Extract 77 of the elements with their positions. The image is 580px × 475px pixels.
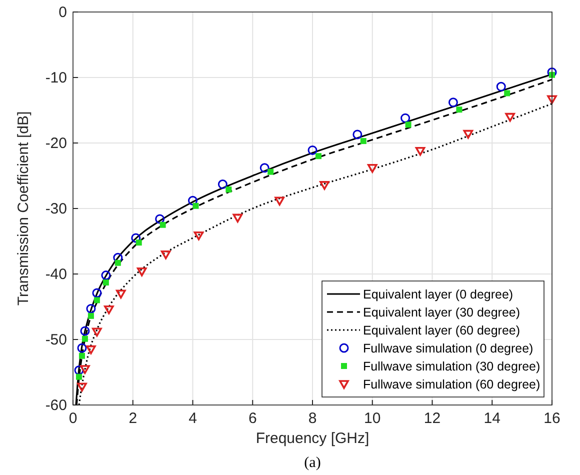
point xyxy=(415,146,426,156)
point xyxy=(92,328,102,337)
point xyxy=(82,336,88,342)
point xyxy=(80,365,90,374)
y-tick-label: -60 xyxy=(45,397,67,414)
x-tick-label: 6 xyxy=(248,410,257,427)
legend-label: Fullwave simulation (0 degree) xyxy=(363,342,534,356)
x-tick-label: 8 xyxy=(308,410,317,427)
point xyxy=(136,267,147,276)
x-tick-label: 14 xyxy=(484,410,500,427)
point xyxy=(102,280,109,286)
point xyxy=(80,326,90,336)
point xyxy=(547,95,557,104)
point xyxy=(188,196,198,206)
point xyxy=(505,112,515,122)
point xyxy=(496,82,506,92)
y-tick-label: 0 xyxy=(58,4,67,21)
point xyxy=(78,352,85,359)
point xyxy=(504,90,510,96)
x-tick-label: 2 xyxy=(128,410,138,427)
point xyxy=(92,288,102,298)
y-tick-label: -10 xyxy=(45,70,67,86)
point xyxy=(232,214,243,223)
y-tick-label: -40 xyxy=(45,266,67,283)
point xyxy=(218,180,228,190)
point xyxy=(86,304,96,314)
point xyxy=(463,130,474,139)
point xyxy=(352,130,362,140)
point xyxy=(405,122,412,128)
point xyxy=(136,240,142,246)
x-tick-label: 12 xyxy=(424,410,441,427)
point xyxy=(448,98,458,108)
x-tick-label: 4 xyxy=(188,410,197,427)
point xyxy=(86,345,96,354)
y-axis-title: Transmission Coefficient [dB] xyxy=(15,111,32,306)
point xyxy=(77,343,87,353)
point xyxy=(160,250,171,260)
point xyxy=(308,145,318,155)
point xyxy=(360,138,366,144)
point xyxy=(104,305,114,314)
x-tick-label: 16 xyxy=(544,410,560,427)
point xyxy=(116,290,126,299)
legend-label: Fullwave simulation (60 degree) xyxy=(363,378,540,392)
y-tick-label: -20 xyxy=(45,135,67,152)
point xyxy=(456,106,462,113)
point xyxy=(76,374,82,380)
x-axis-title: Frequency [GHz] xyxy=(256,430,370,447)
point xyxy=(367,164,378,173)
y-tick-label: -50 xyxy=(45,332,67,348)
x-tick-label: 0 xyxy=(68,410,78,427)
legend-label: Equivalent layer (30 degree) xyxy=(363,306,520,320)
legend-label: Fullwave simulation (30 degree) xyxy=(363,360,540,374)
point xyxy=(320,181,330,190)
point xyxy=(131,233,141,243)
point xyxy=(268,168,274,175)
point xyxy=(94,297,100,304)
legend-label: Equivalent layer (0 degree) xyxy=(363,288,514,302)
point xyxy=(88,312,94,319)
point xyxy=(274,196,284,206)
point xyxy=(226,186,232,193)
point xyxy=(160,222,166,228)
point xyxy=(113,252,123,262)
point xyxy=(155,214,165,224)
point xyxy=(192,202,199,209)
point xyxy=(114,260,121,266)
point xyxy=(315,153,322,160)
point xyxy=(547,68,557,78)
point xyxy=(101,270,111,280)
x-tick-label: 10 xyxy=(364,410,381,427)
point xyxy=(400,113,410,123)
point xyxy=(77,382,87,392)
y-tick-label: -30 xyxy=(45,200,67,218)
point xyxy=(74,366,84,376)
legend-label: Equivalent layer (60 degree) xyxy=(363,324,520,338)
point xyxy=(194,231,204,240)
text: (a) xyxy=(304,455,321,471)
point xyxy=(260,163,270,173)
